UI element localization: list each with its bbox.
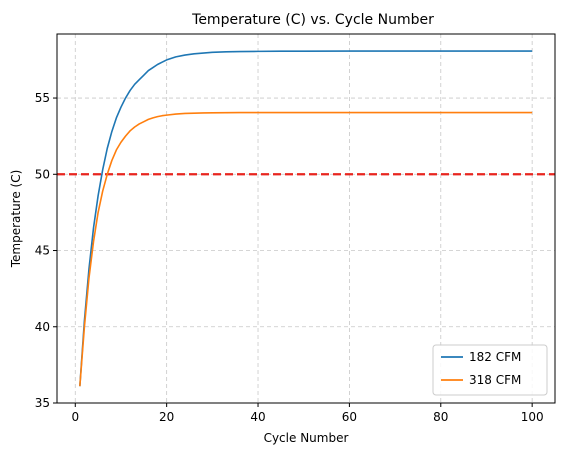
y-tick-label: 35	[35, 396, 50, 410]
y-tick-label: 45	[35, 244, 50, 258]
legend-label-318-cfm: 318 CFM	[469, 373, 521, 387]
y-tick-label: 55	[35, 91, 50, 105]
x-tick-label: 0	[71, 410, 79, 424]
x-tick-label: 100	[521, 410, 544, 424]
series-line-318-cfm	[79, 111, 533, 387]
x-tick-label: 60	[342, 410, 357, 424]
ticks: 0 20 40 60 80 100 35 40 45 50 55	[35, 91, 544, 424]
series-group	[79, 50, 533, 387]
x-tick-label: 40	[250, 410, 265, 424]
legend: 182 CFM 318 CFM	[432, 344, 548, 396]
x-tick-label: 20	[159, 410, 174, 424]
y-tick-label: 50	[35, 167, 50, 181]
y-axis-label: Temperature (C)	[9, 170, 23, 269]
series-line-182-cfm	[79, 50, 533, 387]
x-tick-label: 80	[433, 410, 448, 424]
plot-frame	[56, 33, 556, 404]
legend-label-182-cfm: 182 CFM	[469, 350, 521, 364]
y-tick-label: 40	[35, 320, 50, 334]
x-axis-label: Cycle Number	[264, 431, 349, 445]
chart-title: Temperature (C) vs. Cycle Number	[191, 12, 434, 28]
